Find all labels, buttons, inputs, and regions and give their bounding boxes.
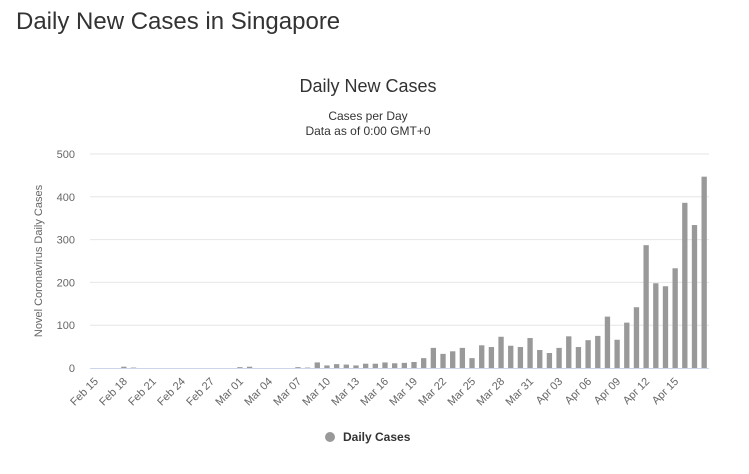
x-tick-label: Apr 09: [592, 376, 623, 407]
legend[interactable]: Daily Cases: [325, 430, 411, 444]
y-axis-title: Novel Coronavirus Daily Cases: [33, 184, 45, 337]
bar[interactable]: [382, 362, 388, 368]
bar[interactable]: [633, 307, 640, 368]
bar[interactable]: [595, 335, 601, 368]
bar[interactable]: [682, 202, 688, 368]
bar[interactable]: [566, 336, 572, 368]
chart-title: Daily New Cases: [299, 76, 436, 96]
x-tick-label: Mar 04: [242, 376, 275, 409]
y-tick-label: 100: [57, 320, 75, 332]
x-tick-label: Apr 03: [534, 376, 565, 407]
x-tick-label: Apr 15: [650, 376, 681, 407]
x-tick-label: Apr 06: [563, 376, 594, 407]
bar[interactable]: [604, 316, 611, 368]
bar[interactable]: [517, 347, 524, 368]
bar[interactable]: [401, 362, 407, 368]
y-axis-ticks: 0 100 200 300 400 500: [57, 149, 75, 375]
x-tick-label: Feb 15: [68, 376, 101, 409]
bar[interactable]: [459, 347, 466, 368]
bar[interactable]: [372, 363, 378, 368]
bar[interactable]: [343, 364, 349, 368]
bar[interactable]: [498, 336, 504, 368]
bar[interactable]: [508, 345, 514, 368]
bar[interactable]: [295, 367, 301, 368]
x-tick-label: Mar 07: [271, 376, 304, 409]
legend-label[interactable]: Daily Cases: [343, 430, 411, 444]
bar[interactable]: [469, 358, 475, 368]
bar[interactable]: [421, 358, 427, 368]
bar[interactable]: [643, 245, 649, 368]
bar[interactable]: [450, 351, 456, 368]
bar[interactable]: [488, 347, 495, 368]
y-tick-label: 0: [69, 363, 75, 375]
chart-subtitle-line-1: Cases per Day: [328, 109, 407, 123]
bar[interactable]: [479, 345, 485, 368]
y-tick-label: 400: [57, 192, 75, 204]
bar[interactable]: [362, 363, 369, 368]
bar[interactable]: [585, 340, 591, 368]
y-tick-label: 200: [57, 277, 75, 289]
bar[interactable]: [624, 322, 630, 368]
bar[interactable]: [691, 225, 698, 368]
bar[interactable]: [527, 338, 533, 368]
x-tick-label: Mar 28: [474, 376, 507, 409]
x-tick-label: Feb 24: [155, 376, 188, 409]
bar[interactable]: [556, 347, 562, 368]
bar[interactable]: [537, 350, 543, 368]
page-title: Daily New Cases in Singapore: [16, 8, 341, 35]
chart-subtitle-line-2: Data as of 0:00 GMT+0: [305, 124, 430, 138]
y-tick-label: 500: [57, 149, 75, 161]
bar[interactable]: [246, 366, 253, 368]
gridlines: [90, 153, 709, 326]
x-tick-label: Mar 16: [358, 376, 391, 409]
x-tick-label: Mar 13: [329, 376, 362, 409]
x-tick-label: Mar 22: [416, 376, 449, 409]
x-tick-label: Feb 18: [97, 376, 130, 409]
legend-marker[interactable]: [325, 432, 335, 442]
bar[interactable]: [653, 283, 659, 368]
bar-series[interactable]: [121, 176, 707, 368]
bar[interactable]: [121, 366, 127, 368]
bar[interactable]: [701, 176, 707, 368]
bar[interactable]: [314, 362, 320, 368]
bar[interactable]: [440, 353, 446, 368]
y-tick-label: 300: [57, 235, 75, 247]
x-tick-label: Feb 27: [184, 376, 217, 409]
bar[interactable]: [575, 347, 582, 368]
bar[interactable]: [353, 365, 359, 368]
bar[interactable]: [324, 365, 330, 368]
x-tick-label: Mar 31: [503, 376, 536, 409]
x-tick-label: Mar 10: [300, 376, 333, 409]
x-tick-label: Mar 25: [445, 376, 478, 409]
x-tick-label: Mar 01: [213, 376, 246, 409]
bar[interactable]: [237, 367, 243, 368]
bar[interactable]: [614, 339, 620, 368]
x-tick-label: Feb 21: [126, 376, 159, 409]
x-tick-label: Mar 19: [387, 376, 420, 409]
x-tick-label: Apr 12: [621, 376, 652, 407]
bar[interactable]: [392, 363, 398, 368]
bar[interactable]: [430, 347, 437, 368]
bar[interactable]: [333, 364, 340, 368]
bar[interactable]: [411, 362, 417, 368]
bar[interactable]: [672, 268, 678, 368]
bar[interactable]: [546, 353, 553, 368]
bar[interactable]: [662, 286, 669, 368]
